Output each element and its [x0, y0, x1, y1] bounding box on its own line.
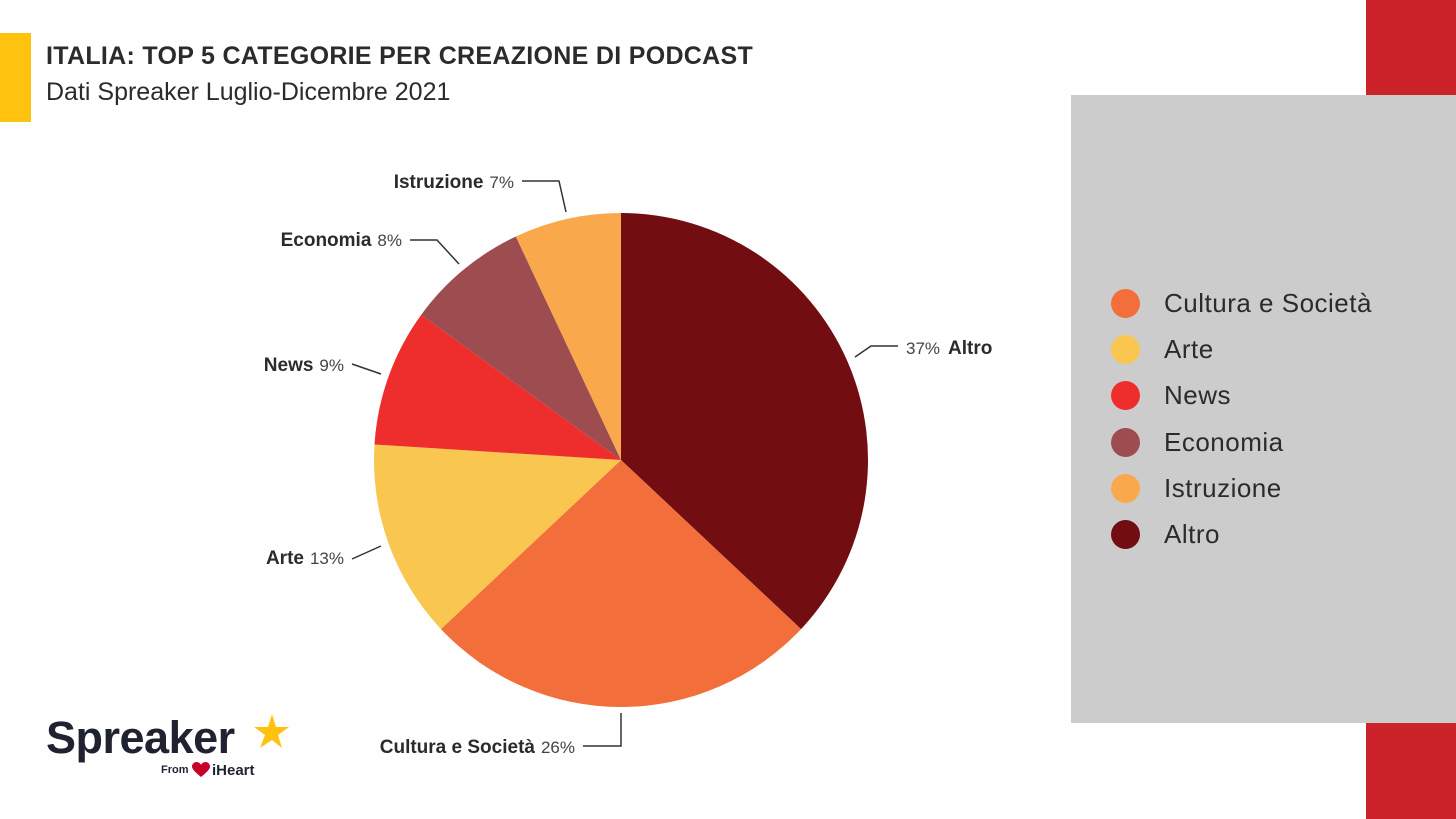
legend-swatch — [1111, 427, 1140, 457]
legend-item: Arte — [1111, 326, 1372, 372]
slice-label-name: Istruzione — [394, 172, 484, 193]
pie-chart: 37% Altro Cultura e Società 26% Arte 13% News 9… — [264, 172, 993, 758]
logo-from-text: From — [161, 764, 189, 776]
slice-label: Economia 8% — [281, 230, 402, 251]
legend-item: Altro — [1111, 511, 1372, 557]
pie-slice-arte — [374, 444, 621, 630]
slice-label-value: 13% — [310, 549, 344, 568]
star-icon — [254, 714, 289, 748]
leader-line — [351, 363, 382, 375]
legend-swatch — [1111, 334, 1140, 364]
legend-item: Istruzione — [1111, 465, 1372, 511]
legend-item: Cultura e Società — [1111, 280, 1372, 326]
page-title: ITALIA: TOP 5 CATEGORIE PER CREAZIONE DI… — [46, 42, 754, 70]
slice-label: Istruzione 7% — [394, 172, 514, 193]
iheart-icon — [192, 762, 210, 777]
decorative-red-block-top — [1366, 0, 1456, 96]
leader-line — [854, 345, 898, 358]
spreaker-logo: Spreaker From iHeart — [46, 712, 289, 784]
slice-label: News 9% — [264, 355, 344, 376]
pie-slice-istruzione — [515, 213, 621, 460]
legend-label: Economia — [1164, 426, 1284, 457]
pie-slice-economia — [421, 236, 621, 460]
accent-bar — [0, 33, 31, 122]
legend-panel: Cultura e Società Arte News Economia Istruzi… — [1071, 95, 1456, 723]
legend-label: Istruzione — [1164, 472, 1282, 503]
legend-label: News — [1164, 380, 1232, 411]
legend-item: Economia — [1111, 419, 1372, 465]
slice-label-name: Altro — [948, 338, 992, 359]
legend-swatch — [1111, 473, 1140, 503]
leader-line — [351, 545, 382, 560]
slice-label-name: News — [264, 355, 314, 376]
slice-label-value: 37% — [906, 339, 940, 358]
page-subtitle: Dati Spreaker Luglio-Dicembre 2021 — [46, 78, 451, 106]
legend-swatch — [1111, 288, 1140, 318]
slice-label: Arte 13% — [266, 548, 344, 569]
pie-slice-cultura-e-societ — [440, 460, 802, 707]
slice-label-name: Cultura e Società — [380, 737, 536, 758]
leader-line — [583, 713, 622, 747]
pie-slice-altro — [621, 213, 868, 630]
leader-line — [410, 239, 460, 265]
decorative-red-block-bottom — [1366, 723, 1456, 819]
legend-label: Arte — [1164, 333, 1214, 364]
legend-label: Altro — [1164, 519, 1220, 550]
leader-line — [522, 180, 567, 213]
legend-swatch — [1111, 381, 1140, 411]
slice-label-value: 9% — [319, 356, 344, 375]
slice-label-name: Economia — [281, 230, 372, 251]
slice-label: Cultura e Società 26% — [380, 737, 575, 758]
slice-label-value: 8% — [377, 231, 402, 250]
slice-label: 37% Altro — [906, 338, 992, 359]
legend-label: Cultura e Società — [1164, 287, 1372, 318]
logo-wordmark: Spreaker — [46, 712, 235, 763]
slice-label-value: 26% — [541, 738, 575, 757]
pie-slice-news — [374, 314, 621, 460]
logo-partner-text: iHeart — [212, 762, 255, 779]
legend-item: News — [1111, 373, 1372, 419]
slice-label-name: Arte — [266, 548, 304, 569]
legend-swatch — [1111, 520, 1140, 550]
legend: Cultura e Società Arte News Economia Istruzi… — [1111, 280, 1372, 558]
slice-label-value: 7% — [489, 173, 514, 192]
